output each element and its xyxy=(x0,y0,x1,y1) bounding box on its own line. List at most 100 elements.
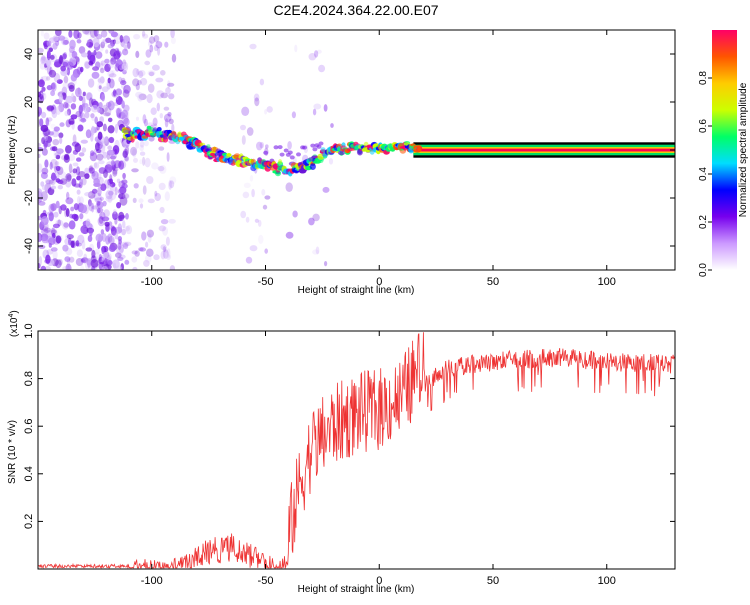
noise-blob xyxy=(153,123,158,129)
noise-blob xyxy=(60,65,66,72)
noise-blob xyxy=(62,39,66,45)
ridge-blob xyxy=(316,144,322,149)
ridge-blob xyxy=(279,152,285,157)
noise-blob xyxy=(122,48,129,56)
noise-blob xyxy=(119,35,124,43)
noise-blob xyxy=(55,154,61,160)
noise-blob xyxy=(120,263,124,270)
noise-blob xyxy=(157,46,161,56)
noise-blob xyxy=(92,37,100,48)
x-tick-label: -50 xyxy=(258,575,274,587)
ridge-blob xyxy=(273,145,279,150)
noise-blob xyxy=(87,39,94,49)
noise-blob xyxy=(85,247,93,252)
noise-blob xyxy=(123,84,131,94)
noise-blob xyxy=(308,217,315,226)
ridge-blob xyxy=(320,147,326,153)
noise-blob xyxy=(115,252,122,258)
noise-blob xyxy=(112,39,116,44)
noise-blob xyxy=(101,265,109,270)
ridge-blob xyxy=(277,145,283,150)
ridge-blob xyxy=(263,150,269,155)
noise-blob xyxy=(42,209,47,216)
colorbar-tick-label: 0.0 xyxy=(698,263,709,277)
noise-blob xyxy=(62,221,69,230)
noise-blob xyxy=(38,142,41,148)
noise-blob xyxy=(149,44,154,53)
colorbar-tick-label: 0.2 xyxy=(698,215,709,229)
noise-blob xyxy=(39,61,46,70)
spectrogram-ridge xyxy=(121,125,423,177)
noise-blob xyxy=(112,169,118,177)
noise-blob xyxy=(139,203,144,209)
noise-blob xyxy=(115,59,123,69)
noise-blob xyxy=(122,192,130,200)
colorbar-tick-label: 0.8 xyxy=(698,71,709,85)
noise-blob xyxy=(45,76,51,81)
noise-blob xyxy=(85,218,91,228)
noise-blob xyxy=(240,124,246,131)
noise-blob xyxy=(108,30,115,34)
noise-blob xyxy=(51,146,58,152)
noise-blob xyxy=(41,184,48,191)
noise-blob xyxy=(98,76,105,85)
noise-blob xyxy=(108,61,115,69)
noise-blob xyxy=(153,35,160,43)
noise-blob xyxy=(160,219,169,225)
noise-blob xyxy=(104,63,111,72)
noise-blob xyxy=(107,188,115,196)
noise-blob xyxy=(38,106,43,116)
colorbar-tick-label: 0.6 xyxy=(698,119,709,133)
noise-blob xyxy=(121,183,128,189)
noise-blob xyxy=(111,173,116,178)
noise-blob xyxy=(63,75,69,84)
x-tick-label: -100 xyxy=(141,575,163,587)
noise-blob xyxy=(99,116,104,123)
noise-blob xyxy=(95,248,100,255)
noise-blob xyxy=(249,43,257,50)
noise-blob xyxy=(148,36,156,44)
noise-blob xyxy=(55,30,62,37)
noise-blob xyxy=(101,39,105,45)
figure-title: C2E4.2024.364.22.00.E07 xyxy=(273,2,438,18)
noise-blob xyxy=(93,178,100,186)
noise-blob xyxy=(102,104,108,113)
noise-blob xyxy=(160,250,166,260)
noise-blob xyxy=(68,153,76,162)
noise-blob xyxy=(84,167,90,176)
noise-blob xyxy=(41,75,49,82)
noise-blob xyxy=(120,80,127,86)
noise-blob xyxy=(166,152,170,162)
noise-blob xyxy=(98,216,104,224)
noise-blob xyxy=(76,39,82,44)
noise-blob xyxy=(57,179,64,185)
noise-blob xyxy=(55,106,61,115)
noise-blob xyxy=(46,44,53,52)
noise-blob xyxy=(89,164,94,175)
x-tick-label: 50 xyxy=(487,575,499,587)
noise-blob xyxy=(121,109,128,119)
y-tick-label: 1.0 xyxy=(23,323,35,338)
noise-blob xyxy=(38,94,45,104)
noise-blob xyxy=(51,109,58,119)
noise-blob xyxy=(89,228,93,237)
noise-blob xyxy=(135,91,143,98)
noise-blob xyxy=(107,253,112,261)
noise-blob xyxy=(66,258,71,268)
noise-blob xyxy=(80,118,87,123)
noise-blob xyxy=(117,188,124,195)
noise-blob xyxy=(73,203,79,211)
noise-blob xyxy=(168,218,176,224)
noise-blob xyxy=(110,57,117,65)
noise-blob xyxy=(168,180,172,190)
noise-blob xyxy=(105,49,109,54)
noise-blob xyxy=(62,266,71,270)
snr-x-label: Height of straight line (km) xyxy=(298,584,415,595)
noise-blob xyxy=(38,262,41,269)
noise-blob xyxy=(112,209,117,215)
ridge-blob xyxy=(296,152,301,157)
noise-blob xyxy=(58,259,63,266)
noise-blob xyxy=(146,229,154,238)
noise-blob xyxy=(102,200,107,207)
y-tick-label: 40 xyxy=(23,48,35,60)
